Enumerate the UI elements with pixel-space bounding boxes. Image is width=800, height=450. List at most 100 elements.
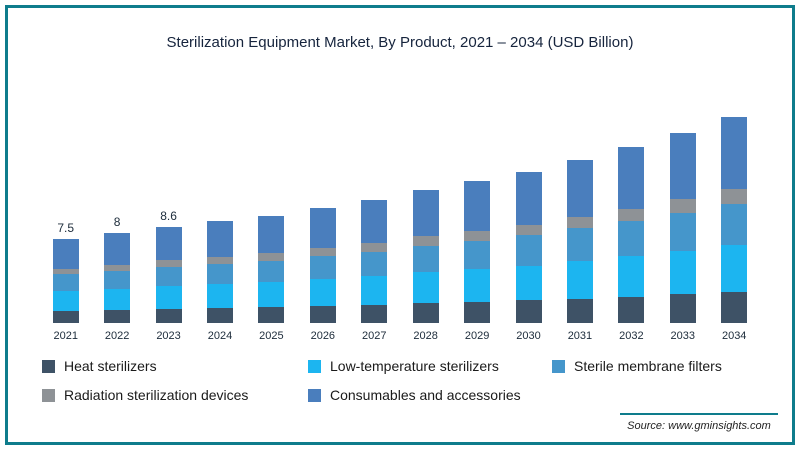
bar-segment-heat-sterilizers bbox=[258, 306, 285, 323]
bar-segment-low-temperature-sterilizers bbox=[206, 284, 233, 308]
bar-segment-low-temperature-sterilizers bbox=[566, 260, 593, 299]
legend-item-consumables-and-accessories: Consumables and accessories bbox=[308, 387, 552, 403]
stacked-bar-2033 bbox=[669, 132, 696, 323]
bar-segment-low-temperature-sterilizers bbox=[52, 291, 79, 311]
bar-segment-sterile-membrane-filters bbox=[104, 271, 131, 290]
bar-segment-sterile-membrane-filters bbox=[721, 203, 748, 245]
bar-segment-consumables-and-accessories bbox=[515, 171, 542, 225]
legend-swatch-low-temperature-sterilizers bbox=[308, 359, 321, 373]
bar-segment-radiation-sterilization-devices bbox=[258, 253, 285, 261]
bar-segment-sterile-membrane-filters bbox=[52, 274, 79, 292]
legend-label-sterile-membrane-filters: Sterile membrane filters bbox=[574, 358, 722, 374]
bar-column-2033 bbox=[657, 132, 708, 323]
bar-segment-consumables-and-accessories bbox=[566, 159, 593, 217]
bar-value-label-2021: 7.5 bbox=[57, 221, 75, 236]
bar-segment-consumables-and-accessories bbox=[464, 180, 491, 231]
legend: Heat sterilizers Low-temperature steriliz… bbox=[42, 358, 792, 403]
legend-swatch-sterile-membrane-filters bbox=[552, 359, 565, 373]
bar-column-2027 bbox=[349, 199, 400, 323]
bar-segment-consumables-and-accessories bbox=[52, 239, 79, 269]
x-tick-2021: 2021 bbox=[53, 330, 78, 342]
x-tick-2027: 2027 bbox=[362, 330, 387, 342]
legend-label-consumables-and-accessories: Consumables and accessories bbox=[330, 387, 521, 403]
bar-column-2024 bbox=[194, 221, 245, 323]
bar-segment-radiation-sterilization-devices bbox=[206, 256, 233, 264]
bar-segment-heat-sterilizers bbox=[309, 305, 336, 323]
stacked-bar-2022 bbox=[104, 233, 131, 323]
plot-area: 7.5 8 8.6 bbox=[8, 85, 792, 323]
bar-segment-low-temperature-sterilizers bbox=[309, 279, 336, 306]
bar-segment-sterile-membrane-filters bbox=[618, 221, 645, 257]
bar-segment-sterile-membrane-filters bbox=[464, 240, 491, 270]
bar-segment-consumables-and-accessories bbox=[618, 147, 645, 209]
bar-segment-radiation-sterilization-devices bbox=[52, 268, 79, 275]
bar-segment-consumables-and-accessories bbox=[155, 226, 182, 261]
bar-segment-heat-sterilizers bbox=[566, 298, 593, 323]
bar-segment-low-temperature-sterilizers bbox=[669, 250, 696, 295]
stacked-bar-2029 bbox=[464, 180, 491, 323]
stacked-bar-2021 bbox=[52, 239, 79, 323]
bar-segment-low-temperature-sterilizers bbox=[515, 265, 542, 301]
bar-segment-low-temperature-sterilizers bbox=[464, 269, 491, 302]
source-text: Source: www.gminsights.com bbox=[627, 420, 771, 432]
bar-segment-heat-sterilizers bbox=[155, 308, 182, 323]
chart-frame: Sterilization Equipment Market, By Produ… bbox=[5, 5, 795, 445]
legend-label-heat-sterilizers: Heat sterilizers bbox=[64, 358, 157, 374]
x-tick-2023: 2023 bbox=[156, 330, 181, 342]
bar-segment-radiation-sterilization-devices bbox=[361, 243, 388, 252]
x-tick-2034: 2034 bbox=[721, 330, 747, 342]
bar-segment-sterile-membrane-filters bbox=[566, 228, 593, 261]
bar-column-2031 bbox=[554, 159, 605, 323]
x-tick-2025: 2025 bbox=[259, 330, 284, 342]
x-tick-2024: 2024 bbox=[207, 330, 233, 342]
bar-segment-low-temperature-sterilizers bbox=[258, 282, 285, 307]
bar-segment-consumables-and-accessories bbox=[104, 233, 131, 265]
bar-column-2029 bbox=[451, 180, 502, 323]
bar-segment-heat-sterilizers bbox=[464, 301, 491, 323]
x-tick-2031: 2031 bbox=[567, 330, 593, 342]
bar-segment-sterile-membrane-filters bbox=[258, 260, 285, 283]
x-tick-2030: 2030 bbox=[516, 330, 541, 342]
legend-label-low-temperature-sterilizers: Low-temperature sterilizers bbox=[330, 358, 499, 374]
stacked-bar-2023 bbox=[155, 226, 182, 323]
bar-segment-sterile-membrane-filters bbox=[309, 256, 336, 280]
bar-segment-consumables-and-accessories bbox=[258, 215, 285, 254]
bar-column-2025 bbox=[246, 215, 297, 323]
stacked-bar-2028 bbox=[412, 189, 439, 323]
stacked-bar-2026 bbox=[309, 207, 336, 323]
bar-segment-sterile-membrane-filters bbox=[155, 267, 182, 287]
bar-segment-sterile-membrane-filters bbox=[361, 251, 388, 277]
x-tick-2022: 2022 bbox=[104, 330, 130, 342]
stacked-bar-2034 bbox=[721, 117, 748, 323]
bar-segment-sterile-membrane-filters bbox=[669, 212, 696, 251]
legend-swatch-radiation-sterilization-devices bbox=[42, 388, 55, 402]
bar-column-2034 bbox=[708, 117, 759, 323]
x-tick-2029: 2029 bbox=[464, 330, 490, 342]
bar-segment-consumables-and-accessories bbox=[206, 221, 233, 257]
bar-segment-low-temperature-sterilizers bbox=[361, 276, 388, 305]
bar-segment-heat-sterilizers bbox=[361, 304, 388, 323]
stacked-bar-2030 bbox=[515, 171, 542, 323]
bar-column-2032 bbox=[606, 147, 657, 323]
bar-segment-low-temperature-sterilizers bbox=[104, 289, 131, 310]
bar-segment-radiation-sterilization-devices bbox=[721, 189, 748, 204]
stacked-bar-2027 bbox=[361, 199, 388, 323]
bar-segment-consumables-and-accessories bbox=[721, 117, 748, 190]
legend-swatch-consumables-and-accessories bbox=[308, 388, 321, 402]
bar-segment-consumables-and-accessories bbox=[412, 189, 439, 237]
bar-segment-radiation-sterilization-devices bbox=[104, 264, 131, 272]
bar-column-2021: 7.5 bbox=[40, 221, 91, 323]
bar-segment-heat-sterilizers bbox=[515, 300, 542, 323]
bar-segment-heat-sterilizers bbox=[618, 296, 645, 323]
bar-segment-heat-sterilizers bbox=[206, 307, 233, 323]
bar-column-2028 bbox=[400, 189, 451, 323]
chart-title: Sterilization Equipment Market, By Produ… bbox=[166, 34, 634, 51]
bar-segment-sterile-membrane-filters bbox=[412, 245, 439, 273]
bar-segment-sterile-membrane-filters bbox=[515, 235, 542, 266]
bar-segment-low-temperature-sterilizers bbox=[721, 244, 748, 293]
bar-segment-consumables-and-accessories bbox=[309, 207, 336, 248]
stacked-bar-2025 bbox=[258, 215, 285, 323]
bar-segment-radiation-sterilization-devices bbox=[669, 199, 696, 213]
legend-item-radiation-sterilization-devices: Radiation sterilization devices bbox=[42, 387, 308, 403]
